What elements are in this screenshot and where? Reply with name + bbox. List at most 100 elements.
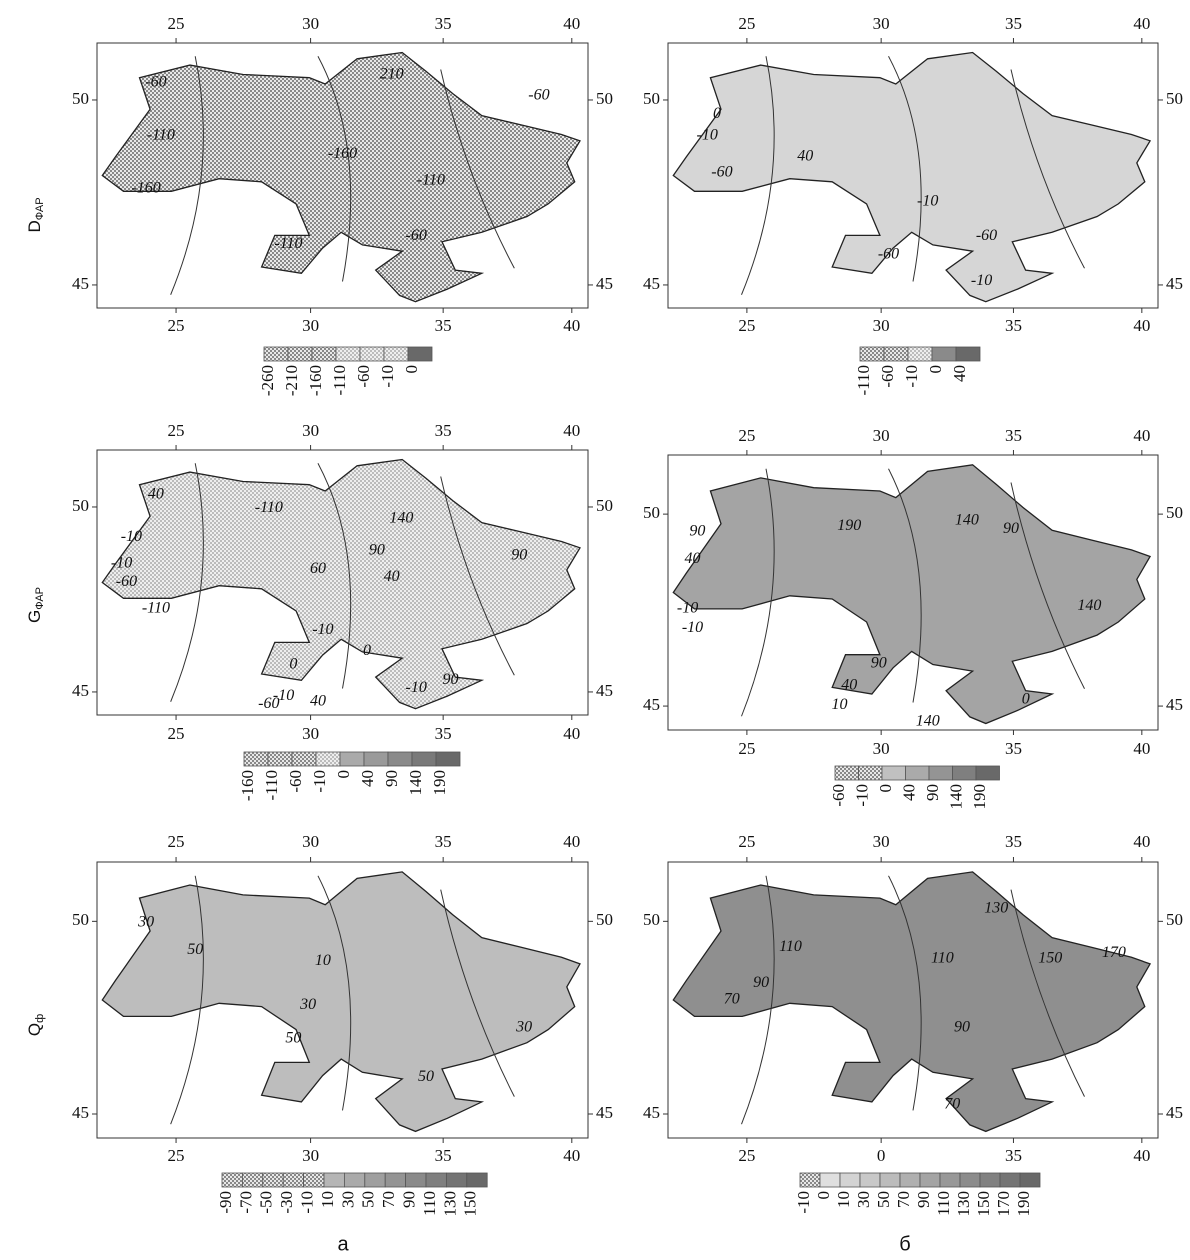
- legend-swatch: [242, 1173, 262, 1187]
- legend-swatch: [264, 347, 288, 361]
- x-tick-label: 35: [435, 832, 452, 851]
- x-tick-label: 40: [563, 1146, 580, 1165]
- contour-label: 110: [931, 949, 954, 966]
- legend-label: 140: [946, 784, 965, 810]
- contour-label: 70: [944, 1096, 960, 1113]
- legend-swatch: [412, 752, 436, 766]
- legend-label: 0: [402, 365, 421, 374]
- legend-label: -210: [282, 365, 301, 396]
- x-tick-label: 35: [435, 421, 452, 440]
- legend-swatch: [860, 1173, 880, 1187]
- legend-label: 90: [923, 784, 942, 801]
- contour-label: -10: [677, 600, 698, 617]
- legend-swatch: [408, 347, 432, 361]
- contour-label: 130: [984, 900, 1008, 917]
- legend-label: 110: [420, 1191, 439, 1216]
- legend-swatch: [920, 1173, 940, 1187]
- legend-swatch: [884, 347, 908, 361]
- contour-label: 140: [389, 510, 413, 527]
- contour-label: 30: [299, 996, 316, 1013]
- legend-label: -110: [330, 365, 349, 396]
- contour-label: -60: [145, 73, 166, 90]
- x-tick-label: 30: [302, 421, 319, 440]
- legend-swatch: [976, 766, 1000, 780]
- legend-swatch: [344, 1173, 364, 1187]
- y-tick-label: 45: [1166, 1103, 1183, 1122]
- legend-swatch: [365, 1173, 385, 1187]
- legend-swatch: [880, 1173, 900, 1187]
- legend-label: 30: [854, 1191, 873, 1208]
- x-tick-label: 25: [738, 14, 755, 33]
- contour-label: 90: [954, 1018, 970, 1035]
- legend-swatch: [244, 752, 268, 766]
- legend-label: -260: [258, 365, 277, 396]
- row-label-main: D: [25, 220, 44, 232]
- x-tick-label: 35: [1005, 832, 1022, 851]
- legend-label: -10: [298, 1191, 317, 1214]
- x-tick-label: 35: [435, 14, 452, 33]
- contour-label: -60: [116, 573, 137, 590]
- x-tick-label: 30: [873, 14, 890, 33]
- legend-label: -10: [310, 770, 329, 793]
- legend-swatch: [384, 347, 408, 361]
- legend-swatch: [1000, 1173, 1020, 1187]
- y-tick-label: 50: [1166, 910, 1183, 929]
- x-tick-label: 35: [435, 1146, 452, 1165]
- contour-label: -60: [405, 227, 426, 244]
- legend-label: 40: [358, 770, 377, 787]
- x-tick-label: 40: [563, 832, 580, 851]
- x-tick-label: 25: [738, 1146, 755, 1165]
- legend-swatch: [268, 752, 292, 766]
- legend-swatch: [882, 766, 906, 780]
- x-tick-label: 30: [302, 724, 319, 743]
- y-tick-label: 50: [643, 503, 660, 522]
- x-tick-label: 25: [738, 316, 755, 335]
- legend-swatch: [980, 1173, 1000, 1187]
- contour-label: 50: [187, 941, 203, 958]
- x-tick-label: 25: [168, 316, 185, 335]
- x-tick-label: 35: [435, 316, 452, 335]
- y-tick-label: 45: [596, 1103, 613, 1122]
- contour-label: -10: [405, 679, 426, 696]
- legend-swatch: [800, 1173, 820, 1187]
- legend-label: 190: [970, 784, 989, 810]
- legend-swatch: [385, 1173, 405, 1187]
- y-tick-label: 45: [72, 274, 89, 293]
- contour-label: 50: [418, 1068, 434, 1085]
- x-tick-label: 30: [873, 739, 890, 758]
- contour-label: 170: [1102, 944, 1126, 961]
- y-tick-label: 50: [643, 910, 660, 929]
- x-tick-label: 40: [1133, 1146, 1150, 1165]
- legend-label: 10: [318, 1191, 337, 1208]
- contour-label: -10: [971, 272, 992, 289]
- row-label-main: Q: [25, 1023, 44, 1036]
- contour-label: -160: [328, 145, 357, 162]
- y-tick-label: 50: [72, 496, 89, 515]
- legend-label: 40: [950, 365, 969, 382]
- contour-label: -60: [711, 164, 732, 181]
- contour-label: 30: [515, 1018, 532, 1035]
- x-tick-label: 40: [1133, 739, 1150, 758]
- legend-swatch: [388, 752, 412, 766]
- x-tick-label: 0: [877, 1146, 886, 1165]
- legend-label: 170: [994, 1191, 1013, 1217]
- legend-swatch: [288, 347, 312, 361]
- contour-label: 90: [1003, 520, 1019, 537]
- legend-swatch: [426, 1173, 446, 1187]
- contour-label: 10: [315, 952, 331, 969]
- row-label-subscript: ФАР: [34, 587, 46, 610]
- y-tick-label: 50: [1166, 89, 1183, 108]
- legend-label: -110: [854, 365, 873, 396]
- contour-label: -110: [417, 171, 445, 188]
- x-tick-label: 40: [563, 724, 580, 743]
- y-tick-label: 50: [72, 910, 89, 929]
- legend-label: 190: [430, 770, 449, 796]
- legend-label: -60: [878, 365, 897, 388]
- contour-label: 90: [511, 547, 527, 564]
- y-tick-label: 50: [643, 89, 660, 108]
- legend-swatch: [364, 752, 388, 766]
- legend-label: -10: [902, 365, 921, 388]
- contour-label: 40: [841, 677, 857, 694]
- contour-label: 40: [384, 568, 400, 585]
- row-label: GФАР: [25, 587, 45, 623]
